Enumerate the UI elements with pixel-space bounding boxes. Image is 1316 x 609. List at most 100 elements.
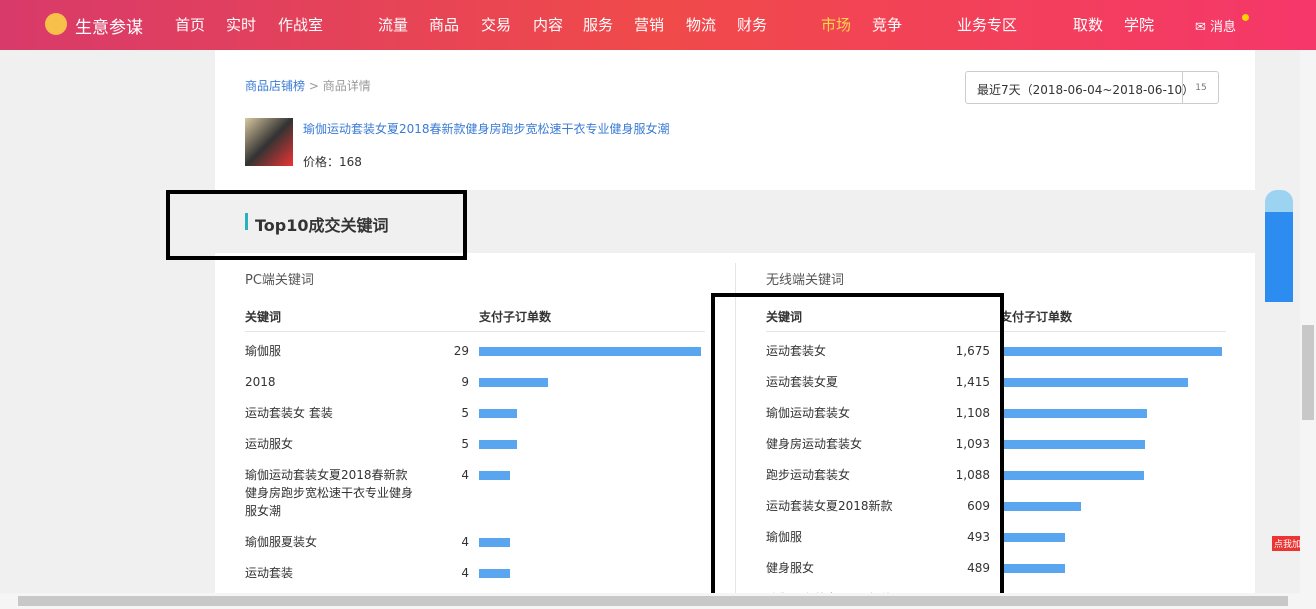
table-row: 运动服女 5 (245, 429, 705, 460)
count-bar (1000, 440, 1145, 449)
nav-item[interactable]: 学院 (1124, 16, 1155, 34)
header-cell: 支付子订单数 (1000, 310, 1073, 324)
panel-title: 无线端关键词 (766, 273, 845, 288)
annotation-box (711, 293, 1004, 606)
nav-item[interactable]: 内容 (533, 16, 564, 34)
count-bar (1000, 378, 1188, 387)
product-card: 商品店铺榜 > 商品详情 最近7天（2018-06-04~2018-06-10）… (215, 50, 1255, 190)
nav-item[interactable]: 取数 (1073, 16, 1104, 34)
count: 1,415 (955, 375, 990, 389)
message-label: 消息 (1210, 20, 1237, 35)
keyword: 健身房运动套装女 (766, 437, 863, 451)
table-row: 跑步运动套装女 1,088 (766, 460, 1226, 491)
mascot (1265, 190, 1293, 212)
nav-item[interactable]: 服务 (583, 16, 614, 34)
keyword: 瑜伽运动套装女 (766, 406, 851, 420)
keyword: 运动套装女夏 (766, 375, 839, 389)
product-title[interactable]: 瑜伽运动套装女夏2018春新款健身房跑步宽松速干衣专业健身服女潮 (303, 122, 670, 136)
header-cell: 关键词 (766, 310, 803, 324)
count: 424 (936, 590, 990, 593)
keyword: 瑜伽运动套装女夏2018春新款健身房跑步宽松速干衣专业健身服女潮 (245, 468, 414, 518)
date-label: 最近7天（2018-06-04~2018-06-10） (977, 83, 1195, 97)
count-bar (479, 569, 510, 578)
section-title: Top10成交关键词 (255, 216, 389, 235)
nav-item[interactable]: 商品 (429, 16, 460, 34)
count: 5 (461, 437, 469, 451)
keyword-card: PC端关键词 关键词 支付子订单数 瑜伽服 29 2018 9 运动套装女 套装 5 运动服女 5 瑜… (215, 253, 1255, 593)
count-bar (1000, 409, 1147, 418)
table-row: 健身服女 489 (766, 553, 1226, 584)
table-row: 运动套装女 1,675 (766, 336, 1226, 367)
count: 1,675 (955, 344, 990, 358)
count: 29 (453, 344, 469, 358)
keyword: 运动套装女 (766, 344, 827, 358)
count-bar (479, 347, 701, 356)
table-row: 瑜伽运动套装女夏2018春新款健身房跑步宽松速干衣专业健身服女潮 4 (245, 460, 705, 527)
count-bar (479, 440, 518, 449)
header-cell: 关键词 (245, 310, 282, 324)
h-scrollbar[interactable] (0, 593, 1316, 609)
count-bar (479, 538, 510, 547)
brand: 生意参谋 (75, 18, 143, 38)
keyword: 运动套装 (245, 566, 294, 580)
breadcrumb-current: 商品详情 (322, 79, 371, 93)
count: 1,093 (955, 437, 990, 451)
product-image (245, 118, 293, 166)
count-bar (479, 409, 518, 418)
nav-item[interactable]: 实时 (226, 16, 257, 34)
date-picker[interactable]: 最近7天（2018-06-04~2018-06-10） 15 (965, 71, 1219, 104)
count: 4 (461, 535, 469, 549)
keyword: 健身服女 (766, 561, 815, 575)
count-bar (1000, 502, 1081, 511)
keyword: 跑步运动套装女 (766, 468, 851, 482)
count-bar (1000, 471, 1145, 480)
breadcrumb-link[interactable]: 商品店铺榜 (245, 79, 306, 93)
nav-item[interactable]: 营销 (634, 16, 665, 34)
calendar-icon[interactable]: 15 (1182, 72, 1219, 103)
table-row: 瑜伽服 493 (766, 522, 1226, 553)
count: 1,108 (955, 406, 990, 420)
nav-item[interactable]: 竞争 (872, 16, 903, 34)
nav-item[interactable]: 流量 (378, 16, 409, 34)
table-row: 健身房运动套装女 1,093 (766, 429, 1226, 460)
badge (1242, 14, 1249, 21)
count: 489 (967, 561, 990, 575)
count-bar (1000, 347, 1222, 356)
table-row: 运动套装女 套装 5 (245, 398, 705, 429)
count: 9 (461, 375, 469, 389)
table-header: 关键词 支付子订单数 (766, 308, 1226, 332)
count-bar (1000, 564, 1065, 573)
side-toolbar[interactable] (1265, 212, 1293, 302)
message-link[interactable]: ✉ 消息 (1195, 20, 1237, 35)
section-marker (245, 213, 248, 230)
count-bar (479, 378, 548, 387)
nav-item[interactable]: 作战室 (278, 16, 324, 34)
nav-item[interactable]: 物流 (686, 16, 717, 34)
count: 4 (461, 468, 469, 482)
panel-title: PC端关键词 (245, 273, 314, 288)
keyword: 瑜伽服 (766, 530, 803, 544)
table-row: 瑜伽服套装女2018新款424 (766, 584, 1226, 593)
nav-item[interactable]: 交易 (481, 16, 512, 34)
count: 1,088 (955, 468, 990, 482)
keyword: 运动服女 (245, 437, 294, 451)
keyword: 瑜伽服 (245, 344, 282, 358)
keyword: 运动套装女夏2018新款 (766, 499, 893, 513)
count: 609 (967, 499, 990, 513)
v-scrollbar[interactable] (1300, 50, 1316, 593)
top-nav: 生意参谋 首页 实时 作战室 流量 商品 交易 内容 服务 营销 物流 财务 市场 竞争 业务专区 取数 学院… (0, 0, 1316, 50)
count: 4 (461, 566, 469, 580)
table-header: 关键词 支付子订单数 (245, 308, 705, 332)
nav-item[interactable]: 首页 (175, 16, 206, 34)
product-price: 价格：168 (303, 155, 362, 169)
count-bar (479, 471, 510, 480)
table-row: 瑜伽服夏装女 4 (245, 527, 705, 558)
keyword: 瑜伽服套装女2018新款 (766, 590, 936, 593)
keyword: 运动套装女 套装 (245, 406, 333, 420)
nav-item[interactable]: 财务 (737, 16, 768, 34)
keyword: 瑜伽服夏装女 (245, 535, 318, 549)
table-row: 运动套装女夏2018新款 609 (766, 491, 1226, 522)
nav-item[interactable]: 业务专区 (957, 16, 1018, 34)
nav-item[interactable]: 市场 (821, 16, 852, 34)
